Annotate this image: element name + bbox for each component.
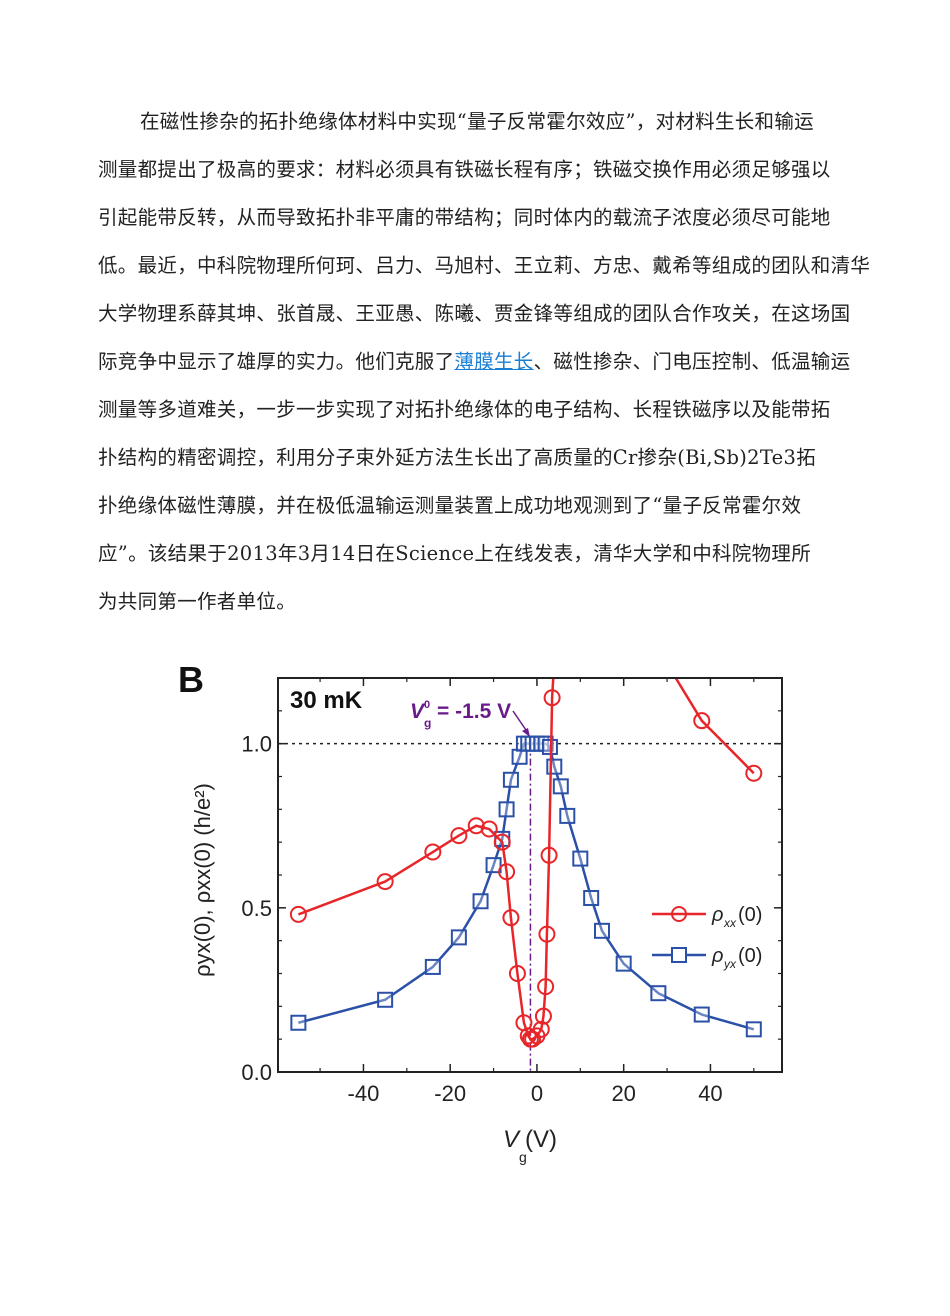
rho-xx-point	[424, 843, 442, 861]
x-tick-label: 40	[698, 1081, 722, 1106]
hall-resistance-chart: B -40 -20 0 20 40 0.0 0.5 1.0 30 mK V 0 g = -1.…	[178, 659, 783, 1165]
rho-yx-point	[693, 1006, 710, 1023]
panel-label: B	[178, 659, 204, 700]
text-line: 大学物理系薛其坤、张首晟、王亚愚、陈曦、贾金锋等组成的团队合作攻关，在这场国	[98, 302, 851, 325]
rho-xx-point	[508, 965, 526, 982]
rho-yx-line	[298, 742, 755, 1031]
legend: ρ xx (0) ρ yx (0)	[652, 904, 762, 971]
rho-yx-point	[745, 1021, 762, 1038]
legend-square-marker	[671, 947, 687, 963]
x-axis-label-sub: g	[519, 1149, 527, 1165]
text-line: 引起能带反转，从而导致拓扑非平庸的带结构；同时体内的载流子浓度必须尽可能地	[98, 206, 831, 229]
rho-yx-point	[583, 889, 600, 906]
rho-xx-point	[498, 863, 516, 881]
rho-xx-line-right	[674, 678, 755, 775]
rho-yx-point	[572, 850, 589, 867]
rho-xx-point	[480, 820, 498, 838]
rho-yx-point	[511, 748, 528, 765]
vg0-superscript: 0	[424, 699, 430, 711]
rho-xx-point	[534, 1007, 552, 1025]
rho-yx-point	[450, 929, 467, 946]
rho-xx-point	[538, 925, 556, 943]
rho-yx-point	[377, 991, 394, 1008]
rho-yx-point	[594, 922, 610, 939]
rho-yx-point	[502, 771, 519, 788]
legend-label-rho-yx: ρ	[711, 945, 723, 967]
text-line: 扑绝缘体磁性薄膜，并在极低温输运测量装置上成功地观测到了“量子反常霍尔效	[98, 494, 802, 517]
x-axis-unit: (V)	[525, 1126, 557, 1153]
rho-xx-point	[540, 846, 558, 864]
legend-sub-rho-yx: yx	[723, 957, 737, 971]
rho-xx-point	[376, 873, 394, 891]
legend-tail-rho-yx: (0)	[738, 945, 762, 967]
rho-xx-point	[467, 817, 485, 835]
x-tick-label: 0	[531, 1081, 543, 1106]
legend-label-rho-xx: ρ	[711, 904, 723, 926]
text-span: 际竞争中显示了雄厚的实力。他们克服了	[98, 350, 455, 373]
rho-xx-point	[524, 1030, 542, 1048]
x-axis-label: V	[503, 1126, 521, 1153]
rho-xx-point	[532, 1020, 550, 1038]
x-tick-label: -40	[348, 1081, 380, 1106]
text-line: 在磁性掺杂的拓扑绝缘体材料中实现“量子反常霍尔效应”，对材料生长和输运	[140, 110, 814, 133]
rho-xx-point	[543, 689, 561, 707]
y-tick-label: 0.5	[241, 896, 272, 921]
vg0-symbol: V	[410, 700, 426, 723]
rho-yx-point	[485, 857, 502, 874]
rho-yx-point	[424, 958, 441, 975]
text-line: 测量等多道难关，一步一步实现了对拓扑绝缘体的电子结构、长程铁磁序以及能带拓	[98, 398, 831, 421]
text-line: 低。最近，中科院物理所何珂、吕力、马旭村、王立莉、方忠、戴希等组成的团队和清华	[98, 254, 871, 277]
rho-yx-point	[552, 778, 569, 795]
thin-film-growth-link[interactable]: 薄膜生长	[454, 350, 534, 373]
legend-tail-rho-xx: (0)	[738, 904, 762, 926]
rho-xx-point	[493, 833, 511, 851]
vg0-subscript: g	[424, 716, 431, 730]
legend-circle-marker	[671, 906, 687, 922]
rho-xx-point	[450, 827, 468, 845]
plot-area	[278, 678, 782, 1072]
legend-sub-rho-xx: xx	[723, 916, 737, 930]
text-line: 为共同第一作者单位。	[98, 590, 297, 613]
rho-xx-point	[693, 712, 711, 730]
y-axis-label: ρyx(0), ρxx(0) (h/e²)	[190, 783, 215, 977]
rho-xx-point	[502, 909, 520, 927]
rho-xx-point	[537, 978, 555, 996]
vg0-annotation: V 0 g = -1.5 V	[410, 699, 530, 737]
axes: -40 -20 0 20 40 0.0 0.5 1.0	[241, 678, 782, 1106]
rho-yx-point	[290, 1014, 307, 1031]
text-span: 、磁性掺杂、门电压控制、低温输运	[533, 350, 851, 373]
text-line: 应”。该结果于2013年3月14日在Science上在线发表，清华大学和中科院物…	[98, 542, 811, 565]
arrow-head-icon	[522, 728, 530, 737]
rho-yx-point	[650, 985, 667, 1002]
x-tick-label: 20	[611, 1081, 635, 1106]
rho-yx-point	[472, 893, 489, 910]
y-tick-label: 1.0	[241, 732, 272, 757]
rho-xx-point	[289, 905, 307, 923]
rho-yx-point	[559, 807, 576, 824]
plot-frame	[277, 677, 783, 1073]
text-line: 际竞争中显示了雄厚的实力。他们克服了薄膜生长、磁性掺杂、门电压控制、低温输运	[98, 350, 854, 374]
rho-yx-point	[498, 801, 515, 818]
y-tick-label: 0.0	[241, 1060, 272, 1085]
text-line: 测量都提出了极高的要求：材料必须具有铁磁长程有序；铁磁交换作用必须足够强以	[98, 158, 831, 181]
temperature-annotation: 30 mK	[290, 687, 363, 714]
rho-yx-point	[546, 758, 563, 775]
text-line: 扑结构的精密调控，利用分子束外延方法生长出了高质量的Cr掺杂(Bi,Sb)2Te…	[98, 446, 817, 469]
rho-yx-point	[615, 955, 632, 972]
x-tick-label: -20	[434, 1081, 466, 1106]
vg0-value: = -1.5 V	[437, 700, 511, 723]
x-axis-title: V g (V)	[503, 1126, 557, 1165]
rho-xx-point	[745, 764, 763, 782]
rho-xx-point	[519, 1027, 537, 1045]
